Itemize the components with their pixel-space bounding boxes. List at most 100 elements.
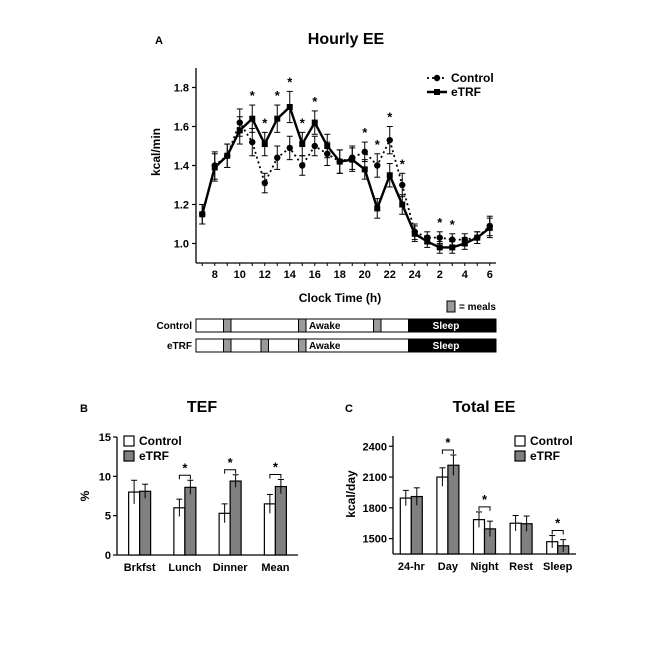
data-point-control bbox=[249, 138, 256, 146]
legend-label-control: Control bbox=[139, 434, 182, 448]
x-category-label: Brkfst bbox=[124, 562, 156, 574]
hourly-ee-y-axis-label: kcal/min bbox=[149, 128, 163, 176]
x-tick-label: 12 bbox=[259, 269, 271, 281]
significance-marker: * bbox=[228, 455, 234, 470]
x-tick-label: 6 bbox=[487, 269, 493, 281]
x-tick-label: 8 bbox=[212, 269, 218, 281]
sleep-label: Sleep bbox=[433, 341, 460, 352]
legend-swatch-control bbox=[123, 435, 135, 447]
panel-b-letter: B bbox=[80, 403, 88, 415]
x-category-label: Dinner bbox=[213, 562, 249, 574]
awake-label: Awake bbox=[309, 341, 341, 352]
significance-bracket bbox=[269, 473, 282, 479]
total-ee-y-axis-label: kcal/day bbox=[344, 470, 358, 518]
legend-swatch-etrf bbox=[514, 450, 526, 462]
x-category-label: Day bbox=[438, 561, 459, 573]
data-point-control bbox=[286, 144, 293, 152]
awake-label: Awake bbox=[309, 321, 341, 332]
data-point-control bbox=[274, 154, 281, 161]
significance-marker: * bbox=[400, 156, 406, 171]
significance-marker: * bbox=[437, 215, 443, 230]
data-point-control bbox=[399, 181, 406, 189]
significance-marker: * bbox=[482, 492, 488, 507]
schedule-row-label: Control bbox=[156, 321, 192, 332]
meal-marker bbox=[260, 338, 269, 353]
legend-label-etrf: eTRF bbox=[139, 449, 169, 463]
data-point-control bbox=[374, 162, 381, 169]
x-tick-label: 20 bbox=[359, 269, 371, 281]
sleep-period-bar bbox=[408, 338, 497, 353]
significance-marker: * bbox=[362, 125, 368, 140]
series-line-etrf bbox=[201, 104, 491, 249]
hourly-ee-title: Hourly EE bbox=[308, 31, 385, 48]
data-point-etrf bbox=[224, 152, 231, 159]
data-point-etrf bbox=[461, 240, 468, 247]
y-tick-label: 1.4 bbox=[174, 161, 190, 173]
significance-bracket bbox=[478, 506, 491, 511]
legend-label-etrf: eTRF bbox=[530, 449, 560, 463]
bar-etrf bbox=[139, 490, 152, 556]
legend-label-control: Control bbox=[451, 71, 494, 85]
y-tick-label: 10 bbox=[99, 471, 111, 483]
data-point-etrf bbox=[324, 143, 331, 149]
data-point-etrf bbox=[336, 158, 343, 165]
significance-marker: * bbox=[312, 94, 318, 109]
legend-marker-control bbox=[433, 74, 441, 82]
significance-marker: * bbox=[250, 88, 256, 103]
x-tick-label: 24 bbox=[409, 269, 422, 281]
significance-marker: * bbox=[275, 88, 281, 103]
bar-etrf bbox=[229, 480, 242, 556]
data-point-etrf bbox=[449, 244, 456, 251]
x-tick-label: 22 bbox=[384, 269, 396, 281]
x-tick-label: 14 bbox=[284, 269, 297, 281]
sleep-label: Sleep bbox=[433, 321, 460, 332]
data-point-etrf bbox=[436, 244, 443, 251]
meal-marker bbox=[223, 338, 232, 353]
legend-swatch-etrf bbox=[123, 450, 135, 462]
y-tick-label: 1800 bbox=[363, 503, 387, 515]
significance-bracket bbox=[224, 469, 237, 474]
meal-schedule: Control Awake Sleep eTRF Awake Sleep bbox=[156, 318, 497, 353]
significance-marker: * bbox=[182, 460, 188, 475]
legend-label-etrf: eTRF bbox=[451, 85, 481, 99]
x-tick-label: 2 bbox=[437, 269, 443, 281]
data-point-etrf bbox=[399, 201, 406, 208]
meal-legend-swatch bbox=[446, 300, 456, 313]
data-point-etrf bbox=[486, 224, 493, 231]
significance-marker: * bbox=[300, 115, 306, 130]
data-point-control bbox=[299, 162, 306, 169]
significance-marker: * bbox=[387, 110, 393, 125]
bar-control bbox=[436, 476, 449, 555]
x-tick-label: 18 bbox=[334, 269, 346, 281]
significance-marker: * bbox=[287, 74, 293, 89]
schedule-row-label: eTRF bbox=[167, 341, 192, 352]
data-point-etrf bbox=[474, 234, 481, 241]
y-tick-label: 1500 bbox=[363, 534, 387, 546]
panel-a-letter: A bbox=[155, 35, 163, 47]
bar-etrf bbox=[184, 486, 197, 556]
data-point-etrf bbox=[299, 141, 306, 148]
data-point-etrf bbox=[261, 141, 268, 148]
data-point-etrf bbox=[211, 164, 218, 171]
y-tick-label: 2100 bbox=[363, 472, 387, 484]
legend-swatch-control bbox=[514, 435, 526, 447]
data-point-etrf bbox=[249, 115, 256, 122]
data-point-etrf bbox=[274, 115, 281, 122]
significance-marker: * bbox=[375, 137, 381, 152]
hourly-ee-plot-area: * * * * * * * * * * * * bbox=[199, 74, 493, 254]
data-point-control bbox=[261, 179, 268, 187]
x-tick-label: 10 bbox=[234, 269, 246, 281]
significance-bracket bbox=[178, 474, 191, 480]
data-point-control bbox=[311, 142, 318, 150]
data-point-etrf bbox=[349, 156, 356, 163]
y-tick-label: 0 bbox=[105, 550, 111, 562]
y-tick-label: 1.0 bbox=[174, 239, 189, 251]
data-point-etrf bbox=[424, 238, 431, 245]
meal-marker bbox=[373, 318, 382, 333]
data-point-etrf bbox=[374, 205, 381, 212]
tef-y-axis-label: % bbox=[78, 490, 92, 501]
sleep-period-bar bbox=[408, 318, 497, 333]
